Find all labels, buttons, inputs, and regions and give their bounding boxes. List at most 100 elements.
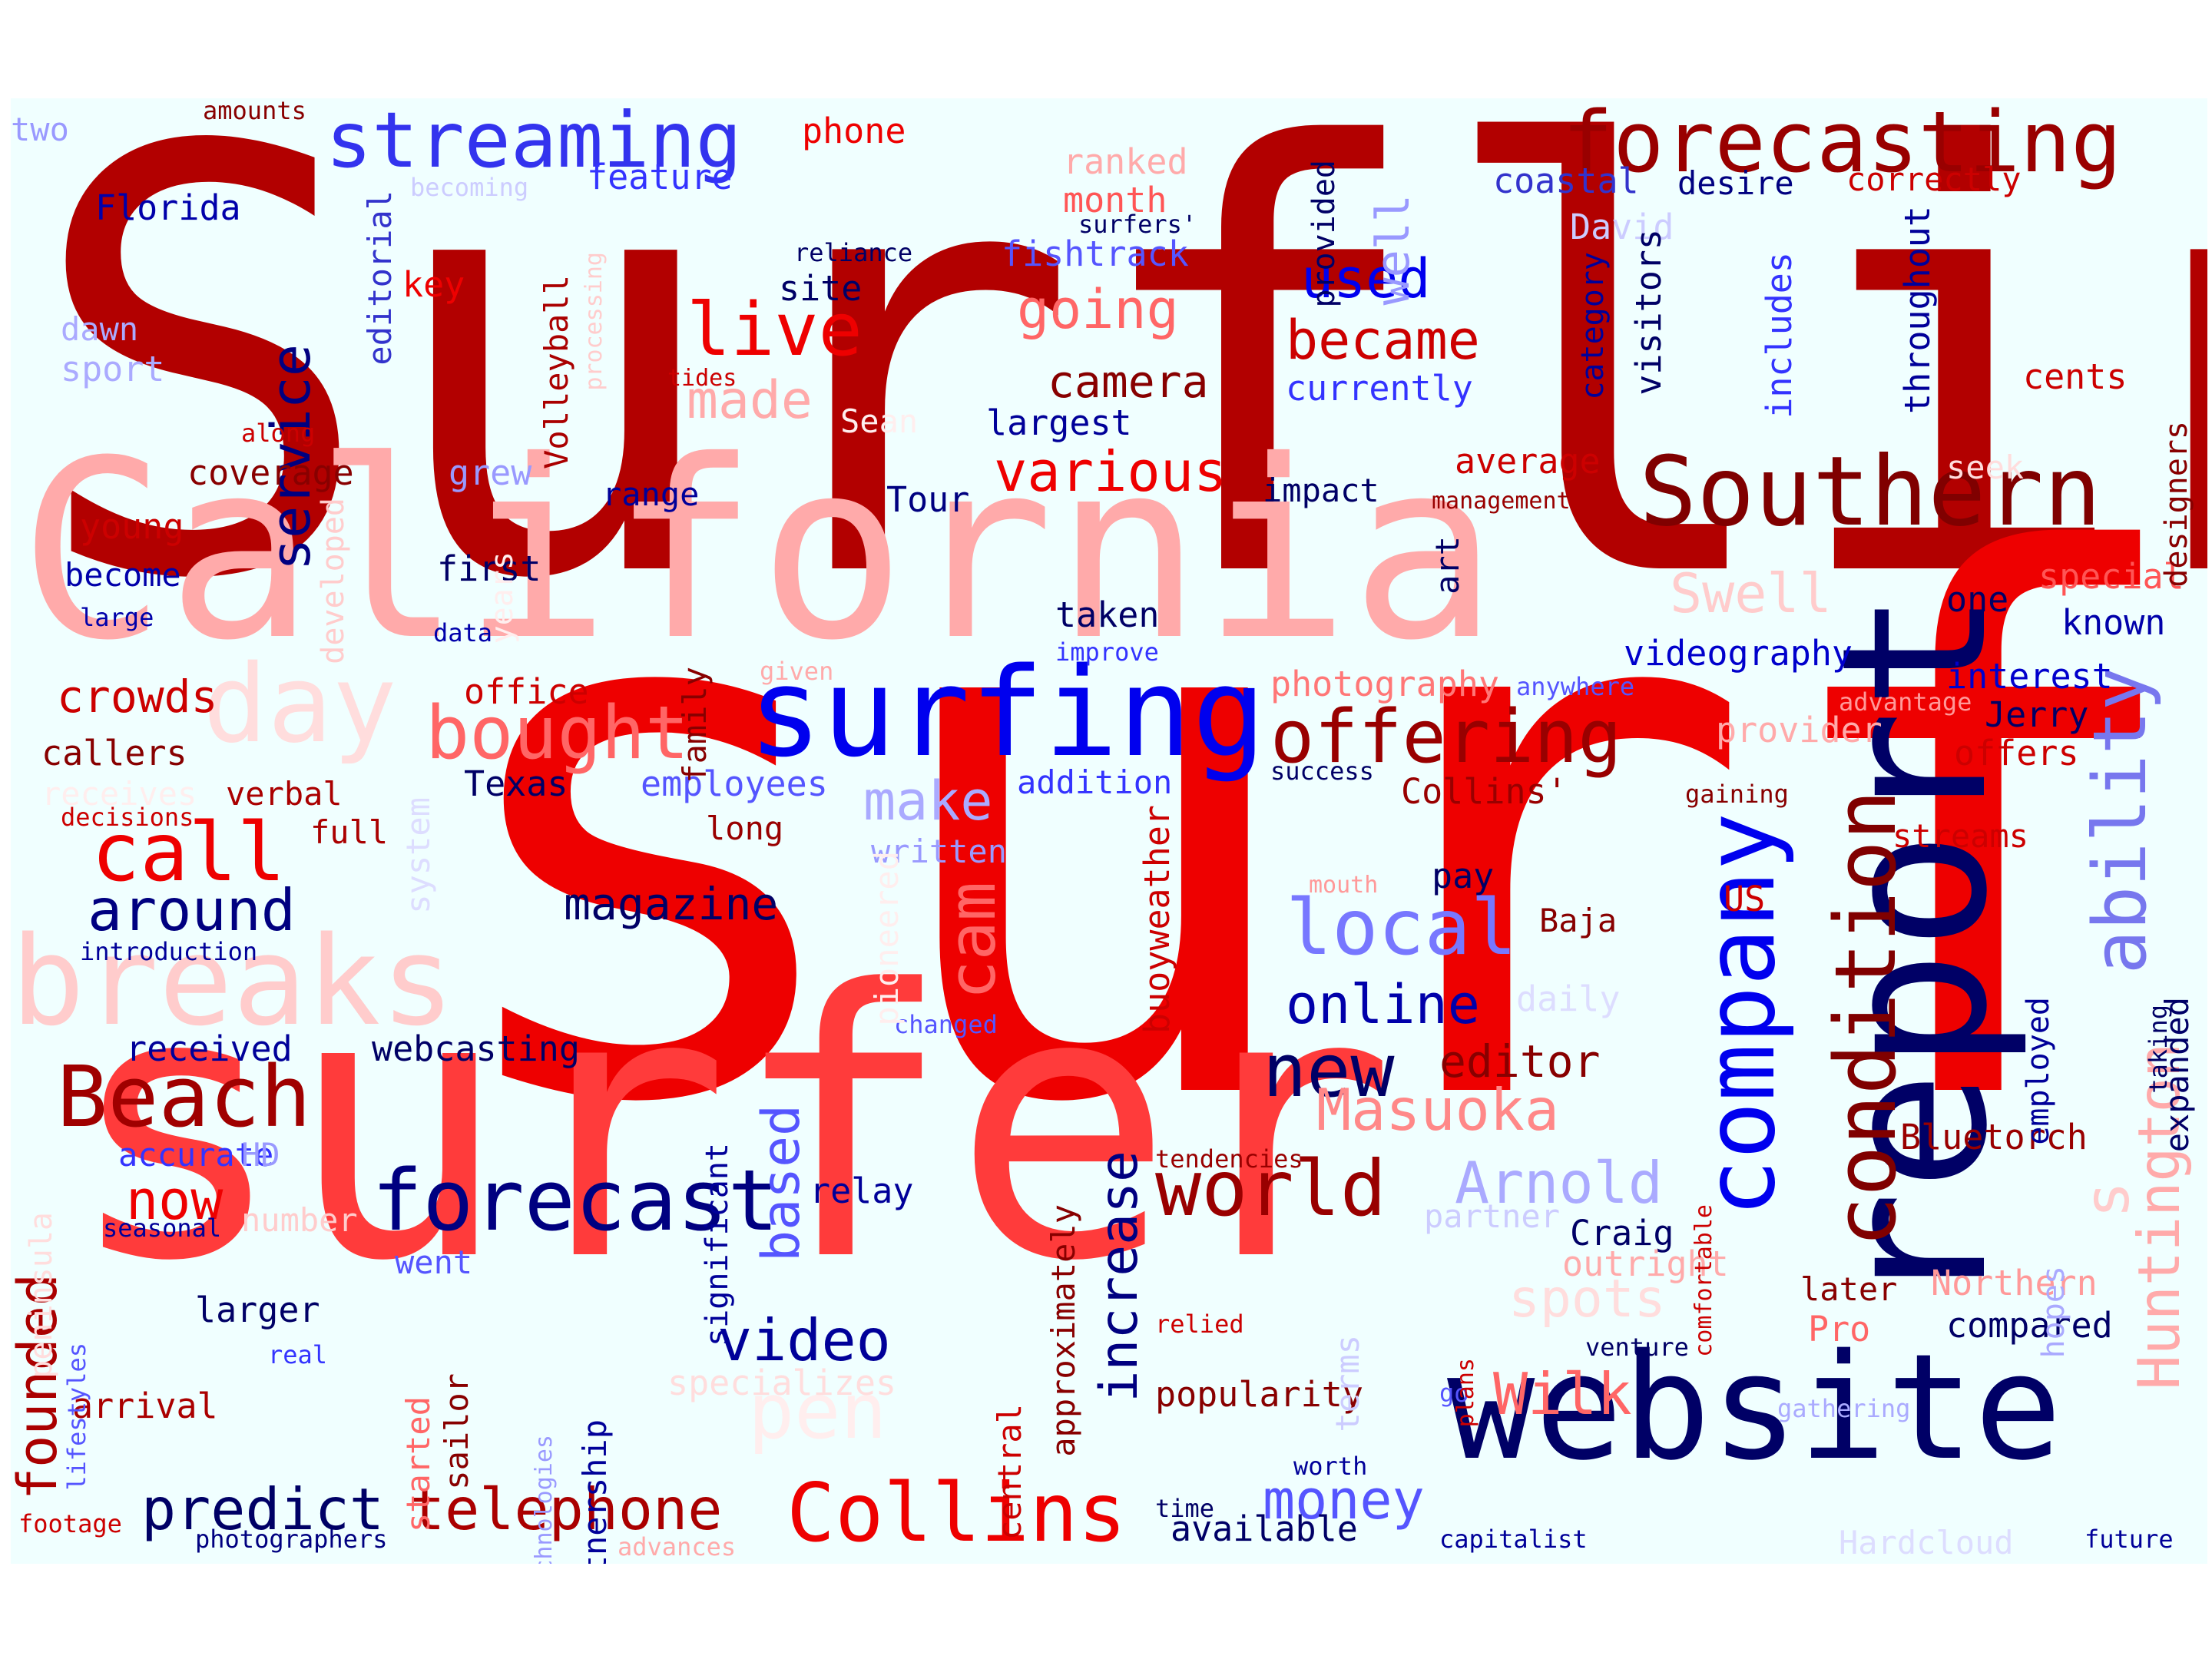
word-central: central xyxy=(991,1404,1028,1541)
word-swell: Swell xyxy=(1670,562,1832,625)
word-known: known xyxy=(2061,602,2166,643)
word-based: based xyxy=(751,1104,812,1262)
word-daily: daily xyxy=(1516,979,1621,1019)
word-photography: photography xyxy=(1270,664,1500,704)
word-going: going xyxy=(1017,278,1179,341)
word-advances: advances xyxy=(618,1532,737,1561)
word-employed: employed xyxy=(2021,997,2056,1145)
word-large: large xyxy=(80,603,154,632)
word-local: local xyxy=(1286,882,1518,972)
word-average: average xyxy=(1455,441,1601,482)
word-hopes: hopes xyxy=(2036,1266,2071,1359)
word-key: key xyxy=(402,264,465,305)
word-full: full xyxy=(310,813,389,851)
word-designers: designers xyxy=(2159,421,2194,588)
word-surfline: Surfline xyxy=(26,98,2207,707)
word-craig: Craig xyxy=(1570,1213,1674,1253)
word-buoyweather: buoyweather xyxy=(1137,805,1177,1035)
word-later: later xyxy=(1800,1270,1898,1308)
word-started: started xyxy=(399,1396,437,1533)
word-webcasting: webcasting xyxy=(372,1028,580,1069)
word-given: given xyxy=(760,657,834,686)
word-breaks: breaks xyxy=(11,909,455,1053)
word-seek: seek xyxy=(1946,449,2025,486)
word-ranked: ranked xyxy=(1063,141,1188,182)
word-money: money xyxy=(1263,1469,1425,1532)
word-larger: larger xyxy=(195,1290,320,1330)
word-crowds: crowds xyxy=(57,671,218,723)
word-magazine: magazine xyxy=(564,878,779,930)
word-offers: offers xyxy=(1954,733,2079,773)
word-pioneered: pioneered xyxy=(868,851,906,1026)
word-tides: tides xyxy=(667,365,737,392)
word-callers: callers xyxy=(41,733,187,773)
word-currently: currently xyxy=(1286,368,1473,409)
word-capitalist: capitalist xyxy=(1439,1525,1588,1554)
word-desire: desire xyxy=(1677,164,1794,202)
word-range: range xyxy=(602,475,700,513)
word-system: system xyxy=(399,797,437,914)
word-sailor: sailor xyxy=(438,1373,475,1490)
word-mouth: mouth xyxy=(1309,872,1379,899)
word-southern: Southern xyxy=(1639,436,2102,548)
word-first: first xyxy=(437,548,541,589)
word-specializes: specializes xyxy=(667,1363,897,1403)
word-special: special xyxy=(2038,556,2184,597)
word-texas: Texas xyxy=(464,763,568,804)
word-cents: cents xyxy=(2023,356,2128,397)
word-includes: includes xyxy=(1759,252,1800,419)
word-anywhere: anywhere xyxy=(1516,672,1635,701)
word-interest: interest xyxy=(1946,656,2113,697)
word-popularity: popularity xyxy=(1155,1374,1363,1415)
word-gathering: gathering xyxy=(1777,1394,1911,1423)
word-improve: improve xyxy=(1055,637,1159,667)
word-collins: Collins xyxy=(786,1466,1127,1560)
word-lifestyles: lifestyles xyxy=(62,1343,91,1491)
word-changed: changed xyxy=(894,1010,998,1039)
word-photographers: photographers xyxy=(195,1525,388,1554)
word-editor: editor xyxy=(1439,1035,1601,1088)
word-comfortable: comfortable xyxy=(1690,1204,1717,1357)
word-real: real xyxy=(268,1340,328,1369)
word-approximately: approximately xyxy=(1045,1204,1082,1457)
word-years: years xyxy=(485,551,520,644)
word-visitors: visitors xyxy=(1628,229,1669,396)
word-cam: cam xyxy=(935,882,1011,1000)
word-taken: taken xyxy=(1055,594,1160,635)
word-spots: spots xyxy=(1508,1269,1666,1330)
word-pen: pen xyxy=(748,1366,887,1456)
word-surf: surf xyxy=(426,406,2201,1264)
word-office: office xyxy=(464,671,589,712)
word-videography: videography xyxy=(1624,633,1853,674)
word-forecast: forecast xyxy=(372,1151,779,1250)
word-tendencies: tendencies xyxy=(1155,1144,1303,1174)
word-bought: bought xyxy=(426,691,690,776)
word-success: success xyxy=(1270,757,1374,786)
word-provided: provided xyxy=(1306,160,1342,308)
word-employees: employees xyxy=(641,763,828,804)
word-david: David xyxy=(1570,207,1674,247)
word-volleyball: Volleyball xyxy=(538,275,575,469)
word-predict: predict xyxy=(141,1475,385,1543)
word-throughout: throughout xyxy=(1897,206,1938,414)
word-wilk: Wilk xyxy=(1493,1360,1632,1428)
word-day: day xyxy=(203,642,397,767)
word-call: call xyxy=(91,806,286,899)
word-streaming: streaming xyxy=(326,98,742,185)
word-technologies: technologies xyxy=(531,1435,558,1564)
word-condition: condition xyxy=(1816,790,1915,1248)
word-arrival: arrival xyxy=(72,1386,218,1426)
word-footage: footage xyxy=(18,1509,122,1538)
word-feature: feature xyxy=(587,157,733,197)
word-live: live xyxy=(687,288,863,373)
word-new: new xyxy=(1263,1029,1395,1114)
word-bluetorch: Bluetorch xyxy=(1900,1117,2088,1157)
word-hardcloud: Hardcloud xyxy=(1839,1524,2014,1561)
word-written: written xyxy=(871,833,1008,870)
word-well: well xyxy=(1366,194,1420,306)
word-amounts: amounts xyxy=(203,98,306,125)
word-introduction: introduction xyxy=(80,937,258,966)
word-data: data xyxy=(433,618,493,647)
word-category: category xyxy=(1575,252,1611,400)
word-family: family xyxy=(676,667,714,783)
